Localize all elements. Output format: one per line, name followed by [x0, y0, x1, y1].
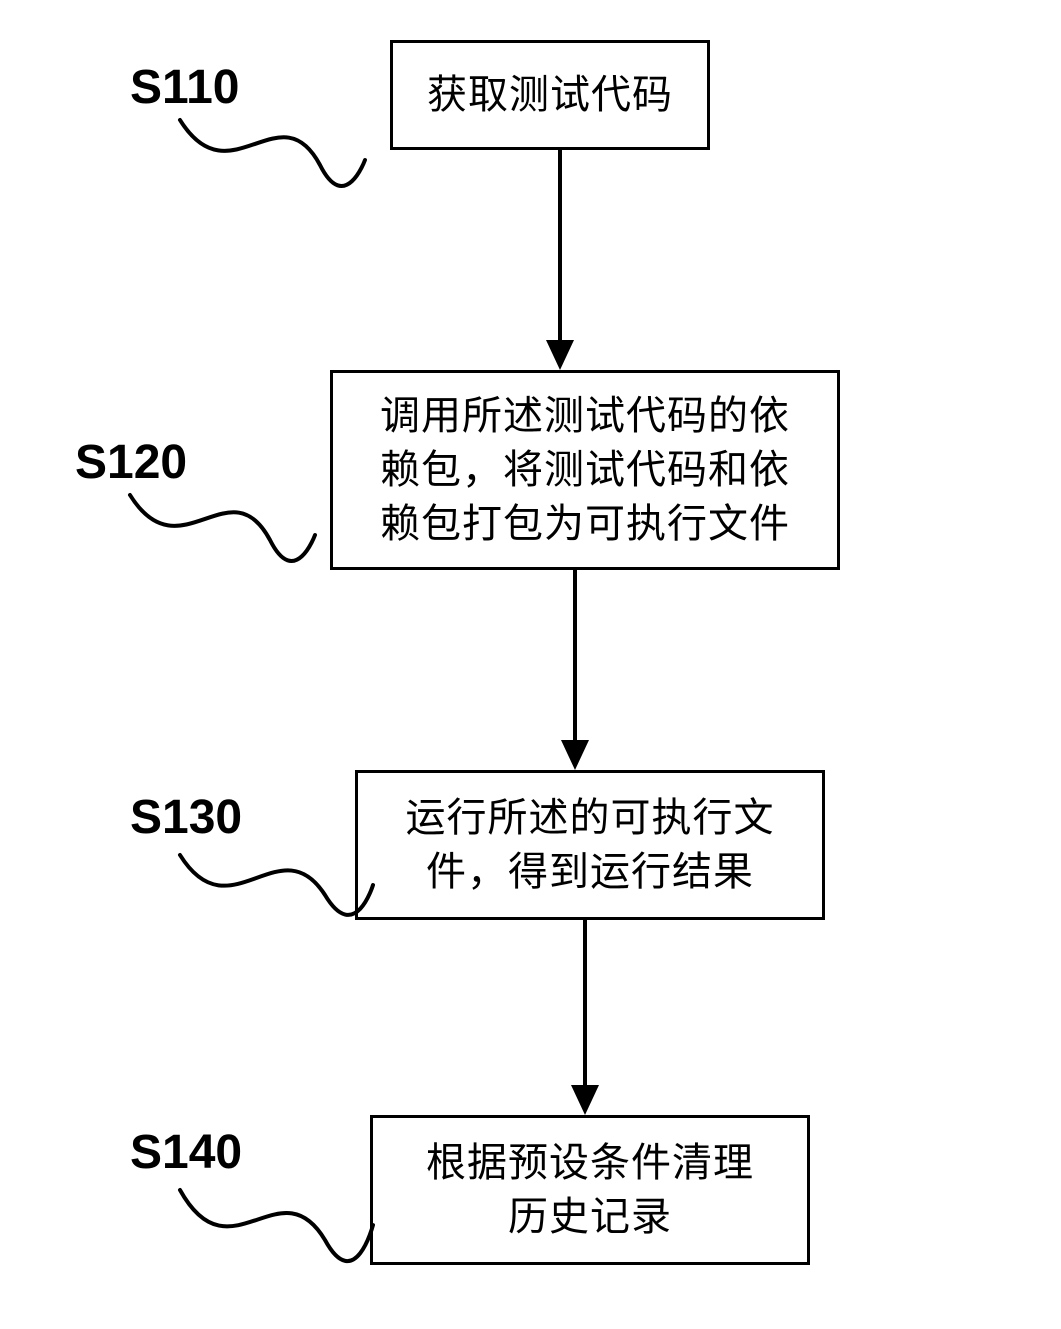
flow-node-s130: 运行所述的可执行文件，得到运行结果: [355, 770, 825, 920]
connector-squiggle-s140: [175, 1180, 375, 1270]
flow-node-s110: 获取测试代码: [390, 40, 710, 150]
connector-squiggle-s110: [170, 110, 370, 190]
step-label-s110: S110: [130, 60, 239, 115]
flow-arrow-2: [557, 570, 593, 770]
flow-node-text: 获取测试代码: [427, 68, 673, 122]
step-label-s130: S130: [130, 790, 242, 845]
step-label-s140: S140: [130, 1125, 242, 1180]
flow-node-text: 调用所述测试代码的依赖包，将测试代码和依赖包打包为可执行文件: [380, 389, 790, 551]
flow-node-s140: 根据预设条件清理历史记录: [370, 1115, 810, 1265]
flow-node-s120: 调用所述测试代码的依赖包，将测试代码和依赖包打包为可执行文件: [330, 370, 840, 570]
flow-arrow-3: [567, 920, 603, 1115]
step-label-s120: S120: [75, 435, 187, 490]
flow-node-text: 运行所述的可执行文件，得到运行结果: [406, 791, 775, 899]
flow-node-text: 根据预设条件清理历史记录: [426, 1136, 754, 1244]
flow-arrow-1: [542, 150, 578, 370]
connector-squiggle-s120: [120, 485, 320, 565]
connector-squiggle-s130: [175, 840, 375, 920]
